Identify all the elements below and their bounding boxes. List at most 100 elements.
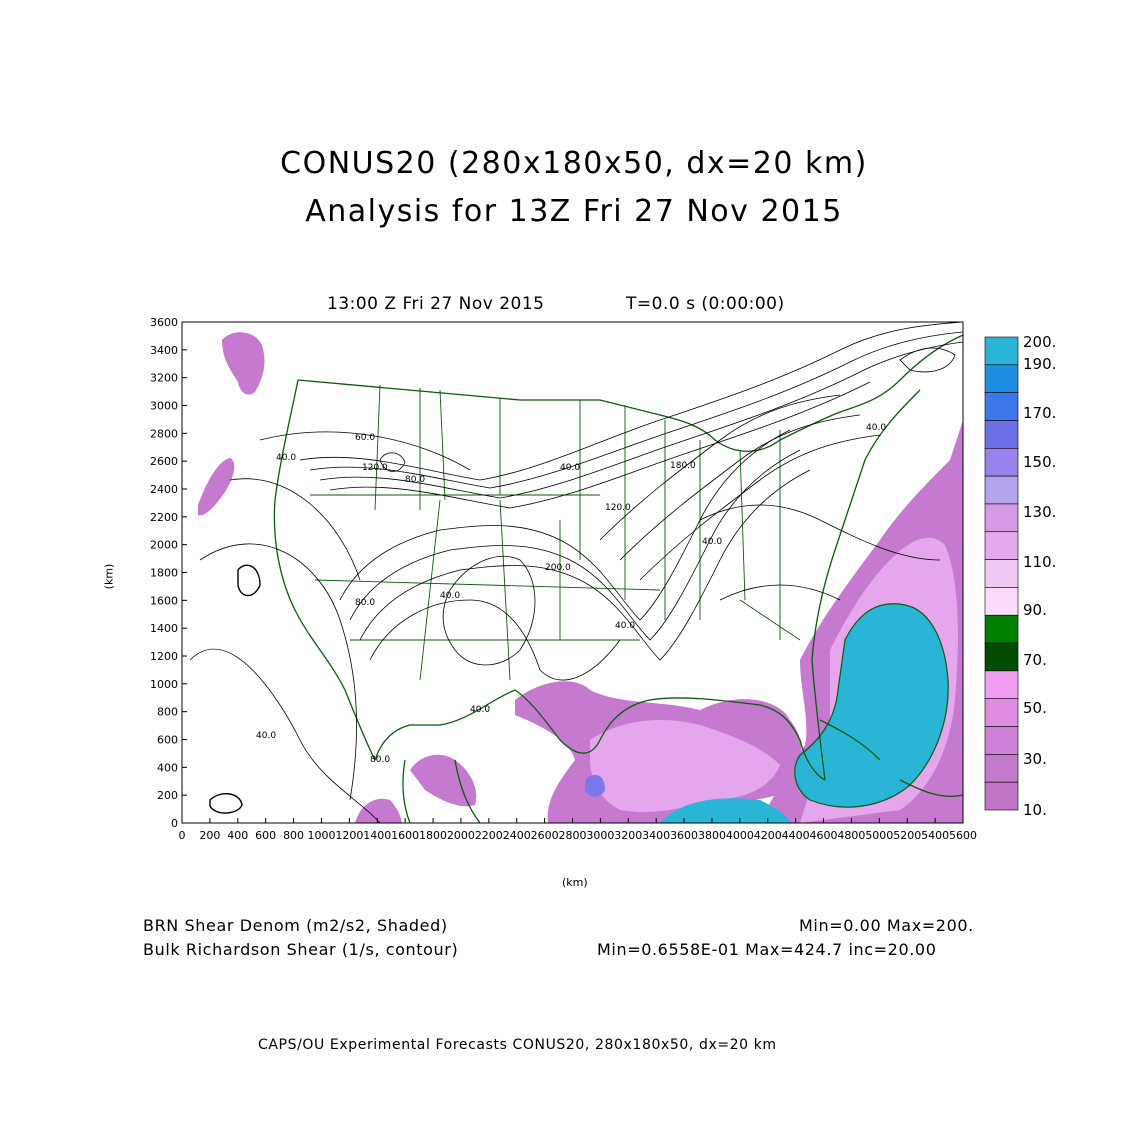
y-tick-label: 3000 xyxy=(150,400,178,413)
contour-label: 60.0 xyxy=(355,433,375,443)
contour-label: 120.0 xyxy=(605,503,631,513)
contour-label: 40.0 xyxy=(276,453,296,463)
y-tick-label: 2000 xyxy=(150,539,178,552)
contour-label: 180.0 xyxy=(670,461,696,471)
x-tick-label: 3000 xyxy=(586,829,614,842)
state-lines xyxy=(310,384,801,681)
colorbar-swatch xyxy=(984,587,1019,616)
us-canada-border xyxy=(297,334,963,452)
colorbar-label: 30. xyxy=(1023,750,1047,768)
colorbar: 200. 190. 170. 150. 130. 110. 90. 70. 50. 30. 10. xyxy=(984,333,1056,819)
footer-credit: CAPS/OU Experimental Forecasts CONUS20, … xyxy=(258,1037,777,1053)
contour-label: 200.0 xyxy=(545,563,571,573)
contour-label: 80.0 xyxy=(405,475,425,485)
x-tick-label: 3200 xyxy=(614,829,642,842)
y-tick-label: 200 xyxy=(157,789,178,802)
y-tick-label: 3200 xyxy=(150,372,178,385)
shaded-field xyxy=(198,332,963,823)
x-tick-label: 3400 xyxy=(642,829,670,842)
colorbar-label: 90. xyxy=(1023,601,1047,619)
x-tick-label: 4000 xyxy=(726,829,754,842)
shade-blue-patch xyxy=(585,774,605,797)
x-tick-label: 2600 xyxy=(531,829,559,842)
colorbar-label: 170. xyxy=(1023,404,1056,422)
colorbar-swatch xyxy=(984,726,1019,755)
y-tick-label: 2800 xyxy=(150,427,178,440)
x-tick-label: 3800 xyxy=(698,829,726,842)
x-axis-label: (km) xyxy=(562,876,588,889)
contour-labels: 40.0 40.0 80.0 120.0 40.0 60.0 80.0 40.0… xyxy=(256,423,886,765)
x-tick-label: 400 xyxy=(227,829,248,842)
time-step-label: T=0.0 s (0:00:00) xyxy=(626,294,785,314)
x-tick-label: 1400 xyxy=(363,829,391,842)
colorbar-label: 150. xyxy=(1023,453,1056,471)
x-tick-label: 200 xyxy=(199,829,220,842)
x-tick-label: 2200 xyxy=(475,829,503,842)
y-tick-label: 400 xyxy=(157,761,178,774)
colorbar-swatch xyxy=(984,336,1019,366)
x-tick-label: 5200 xyxy=(893,829,921,842)
contour-label: 40.0 xyxy=(256,731,276,741)
valid-time-label: 13:00 Z Fri 27 Nov 2015 xyxy=(327,294,545,314)
x-tick-label: 1800 xyxy=(419,829,447,842)
colorbar-swatch xyxy=(984,420,1019,449)
y-tick-label: 1400 xyxy=(150,622,178,635)
x-tick-label: 4800 xyxy=(837,829,865,842)
shade-gulf-light xyxy=(590,720,780,812)
contour-label: 80.0 xyxy=(370,755,390,765)
contour-label: 120.0 xyxy=(362,463,388,473)
x-tick-label: 2000 xyxy=(447,829,475,842)
legend-contour-name: Bulk Richardson Shear (1/s, contour) xyxy=(143,940,459,959)
y-tick-label: 3400 xyxy=(150,344,178,357)
x-tick-label: 5400 xyxy=(921,829,949,842)
x-tick-label: 2400 xyxy=(503,829,531,842)
x-tick-label: 3600 xyxy=(670,829,698,842)
contour-label: 40.0 xyxy=(615,621,635,631)
y-tick-label: 1200 xyxy=(150,650,178,663)
east-coast xyxy=(811,389,921,781)
x-tick-label: 800 xyxy=(283,829,304,842)
colorbar-swatch xyxy=(984,614,1019,644)
colorbar-swatch xyxy=(984,670,1019,700)
colorbar-label: 130. xyxy=(1023,503,1056,521)
y-tick-label: 2600 xyxy=(150,455,178,468)
colorbar-swatch xyxy=(984,559,1019,588)
shade-pacific-bottom xyxy=(355,798,402,823)
colorbar-swatch xyxy=(984,392,1019,421)
x-tick-label: 4600 xyxy=(810,829,838,842)
y-tick-label: 600 xyxy=(157,734,178,747)
x-tick-label: 600 xyxy=(255,829,276,842)
x-tick-label: 2800 xyxy=(559,829,587,842)
contour-label: 40.0 xyxy=(702,537,722,547)
y-tick-label: 2200 xyxy=(150,511,178,524)
contours xyxy=(189,322,963,823)
colorbar-label: 110. xyxy=(1023,553,1056,571)
x-tick-label: 0 xyxy=(179,829,186,842)
y-tick-label: 1000 xyxy=(150,678,178,691)
y-tick-label: 800 xyxy=(157,706,178,719)
y-tick-label: 1800 xyxy=(150,567,178,580)
x-tick-label: 5600 xyxy=(949,829,977,842)
x-tick-label: 5000 xyxy=(865,829,893,842)
colorbar-swatch xyxy=(984,781,1019,811)
colorbar-label: 200. xyxy=(1023,333,1056,351)
shade-mexico xyxy=(410,754,477,807)
mexico-coast xyxy=(402,759,481,823)
colorbar-label: 10. xyxy=(1023,801,1047,819)
colorbar-swatch xyxy=(984,754,1019,783)
colorbar-swatch xyxy=(984,531,1019,560)
y-axis-ticks: 0 200 400 600 800 1000 1200 1400 1600 1800 2000 220… xyxy=(150,316,187,830)
geographic-boundaries xyxy=(273,334,963,823)
x-tick-label: 4400 xyxy=(782,829,810,842)
shade-pacific-2 xyxy=(198,458,235,516)
colorbar-label: 190. xyxy=(1023,355,1056,373)
colorbar-swatch xyxy=(984,475,1019,505)
contour-label: 40.0 xyxy=(440,591,460,601)
contour-label: 40.0 xyxy=(560,463,580,473)
title-line-2: Analysis for 13Z Fri 27 Nov 2015 xyxy=(305,194,843,229)
colorbar-label: 50. xyxy=(1023,699,1047,717)
caribbean-islands xyxy=(819,719,963,797)
y-tick-label: 2400 xyxy=(150,483,178,496)
legend-contour-range: Min=0.6558E-01 Max=424.7 inc=20.00 xyxy=(597,940,937,959)
